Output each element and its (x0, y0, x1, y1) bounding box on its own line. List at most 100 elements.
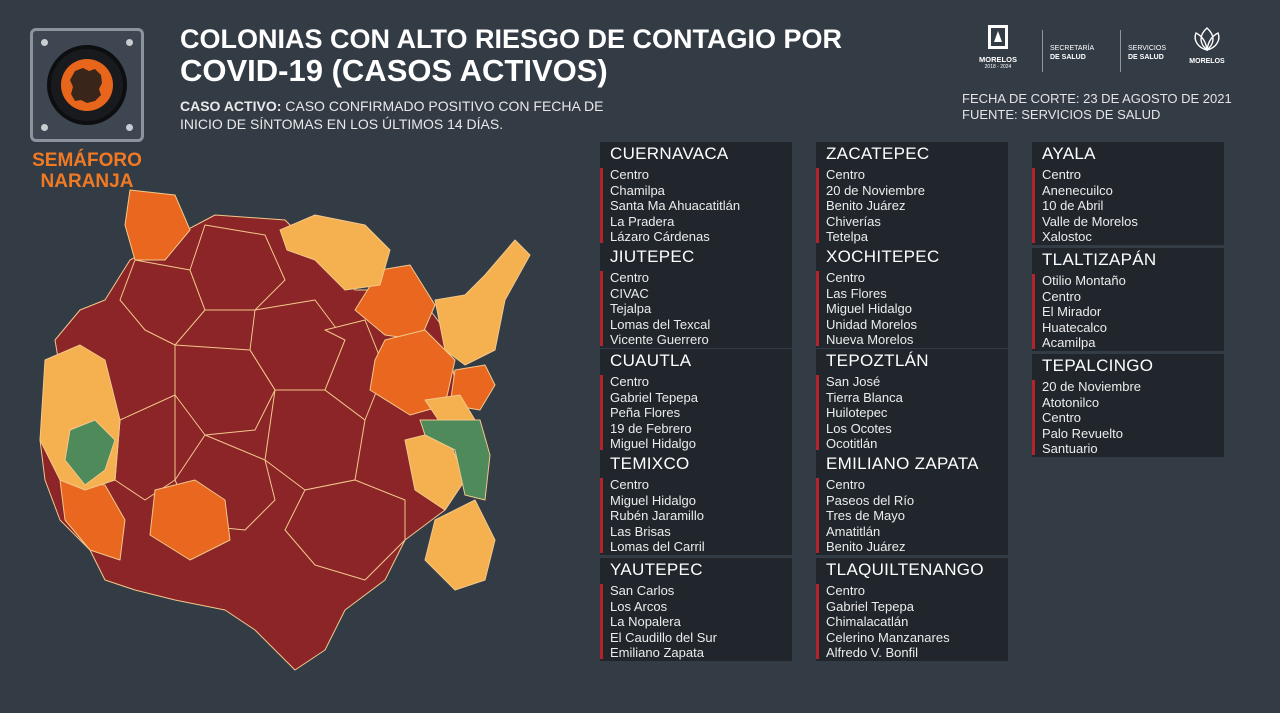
morelos-silhouette-icon (70, 68, 102, 103)
colonia-item: Centro (610, 374, 650, 389)
semaforo-label: SEMÁFORO NARANJA (22, 150, 152, 192)
map-region-green (419, 419, 491, 501)
semaforo-line2: NARANJA (40, 171, 134, 192)
cutoff-date: FECHA DE CORTE: 23 DE AGOSTO DE 2021 (962, 91, 1232, 106)
morelos-shield-icon (988, 25, 1008, 49)
colonias-list: Centro Gabriel Tepepa Peña Flores 19 de … (600, 373, 792, 452)
municipio-card-temixco: TEMIXCO Centro Miguel Hidalgo Rubén Jara… (600, 452, 792, 555)
municipio-card-tlaltizapan: TLALTIZAPÁN Otilio Montaño Centro El Mir… (1032, 248, 1224, 351)
colonia-item: Lázaro Cárdenas (610, 229, 710, 245)
colonias-list: Centro Chamilpa Santa Ma Ahuacatitlán La… (600, 166, 792, 245)
colonia-item: Atotonilco (1042, 394, 1100, 410)
colonias-list: 20 de Noviembre Atotonilco Centro Palo R… (1032, 378, 1224, 457)
municipio-name: TLALTIZAPÁN (1042, 250, 1157, 269)
colonia-item: Otilio Montaño (1042, 273, 1126, 288)
colonia-item: Nueva Morelos (826, 332, 914, 348)
colonia-item: Centro (610, 270, 650, 285)
morelos-map (39, 189, 531, 671)
accent-bar (816, 478, 819, 553)
accent-bar (600, 478, 603, 553)
colonia-item: 19 de Febrero (610, 420, 692, 436)
municipio-card-cuautla: CUAUTLA Centro Gabriel Tepepa Peña Flore… (600, 349, 792, 452)
colonia-item: Miguel Hidalgo (826, 301, 912, 317)
definition-line1: CASO CONFIRMADO POSITIVO CON FECHA DE (281, 98, 604, 114)
colonia-item: La Nopalera (610, 614, 681, 630)
colonia-item: Centro (610, 167, 650, 182)
colonia-item: Xalostoc (1042, 229, 1092, 245)
municipio-card-xochitepec: XOCHITEPEC Centro Las Flores Miguel Hida… (816, 245, 1008, 348)
municipio-card-yautepec: YAUTEPEC San Carlos Los Arcos La Nopaler… (600, 558, 792, 661)
map-region-orange (59, 479, 126, 561)
municipio-card-cuernavaca: CUERNAVACA Centro Chamilpa Santa Ma Ahua… (600, 142, 792, 245)
colonia-item: El Caudillo del Sur (610, 629, 717, 645)
colonia-item: Los Arcos (610, 598, 668, 614)
colonia-item: Chimalacatlán (826, 614, 909, 630)
municipio-name: CUERNAVACA (610, 144, 729, 163)
morelos-flower-logo: MORELOS (1186, 24, 1228, 66)
colonias-list: San Carlos Los Arcos La Nopalera El Caud… (600, 582, 792, 661)
screw-icon (41, 39, 48, 46)
municipio-card-zacatepec: ZACATEPEC Centro 20 de Noviembre Benito … (816, 142, 1008, 245)
colonia-item: Anenecuilco (1042, 182, 1113, 198)
colonia-item: Vicente Guerrero (610, 332, 709, 348)
title-line1: COLONIAS CON ALTO RIESGO DE CONTAGIO POR (180, 24, 843, 54)
colonia-item: Emiliano Zapata (610, 645, 704, 661)
municipio-name: TEPALCINGO (1042, 356, 1154, 375)
municipio-card-jiutepec: JIUTEPEC Centro CIVAC Tejalpa Lomas del … (600, 245, 792, 348)
colonia-item: Miguel Hidalgo (610, 436, 696, 452)
map-region-orange (124, 189, 191, 261)
colonia-item: Amatitlán (826, 523, 881, 539)
accent-bar (1032, 380, 1035, 455)
colonia-item: Paseos del Río (826, 492, 915, 508)
colonias-list: Centro Paseos del Río Tres de Mayo Amati… (816, 476, 1008, 555)
colonias-list: Centro CIVAC Tejalpa Lomas del Texcal Vi… (600, 269, 792, 348)
morelos-logo: MORELOS 2018 - 2024 (972, 24, 1024, 70)
definition-text: CASO ACTIVO: CASO CONFIRMADO POSITIVO CO… (180, 97, 680, 133)
colonia-item: San José (826, 374, 881, 389)
colonia-item: Centro (1042, 288, 1082, 304)
colonia-item: Celerino Manzanares (826, 629, 950, 645)
colonia-item: Centro (826, 270, 866, 285)
accent-bar (816, 271, 819, 346)
colonia-item: Tejalpa (610, 301, 652, 317)
title-line2: COVID-19 (CASOS ACTIVOS) (180, 53, 608, 88)
colonias-list: San José Tierra Blanca Huilotepec Los Oc… (816, 373, 1008, 452)
colonia-item: Lomas del Carril (610, 539, 705, 555)
colonia-item: Alfredo V. Bonfil (826, 645, 919, 661)
municipio-name: TLAQUILTENANGO (826, 560, 984, 579)
colonia-item: Acamilpa (1042, 335, 1096, 351)
map-region-orange (369, 329, 456, 416)
logo-divider (1120, 30, 1121, 72)
accent-bar (816, 375, 819, 450)
page-title: COLONIAS CON ALTO RIESGO DE CONTAGIO POR… (180, 24, 842, 88)
accent-bar (816, 168, 819, 243)
colonia-item: Rubén Jaramillo (610, 508, 704, 524)
municipio-card-emiliano-zapata: EMILIANO ZAPATA Centro Paseos del Río Tr… (816, 452, 1008, 555)
accent-bar (816, 584, 819, 659)
colonia-item: Miguel Hidalgo (610, 492, 696, 508)
colonia-item: Centro (1042, 410, 1082, 426)
colonia-item: La Pradera (610, 213, 675, 229)
colonia-item: Benito Juárez (826, 539, 906, 555)
colonia-item: Chamilpa (610, 182, 665, 198)
colonia-item: Centro (1042, 167, 1082, 182)
colonia-item: Benito Juárez (826, 198, 906, 214)
municipio-name: AYALA (1042, 144, 1096, 163)
municipio-name: XOCHITEPEC (826, 247, 940, 266)
colonia-item: 20 de Noviembre (826, 182, 925, 198)
colonia-item: Tierra Blanca (826, 389, 903, 405)
screw-icon (126, 39, 133, 46)
colonia-item: Santuario (1042, 441, 1098, 457)
definition-label: CASO ACTIVO: (180, 98, 282, 114)
secretaria-logo: SECRETARÍA DE SALUD (1050, 44, 1094, 62)
colonia-item: Ocotitlán (826, 436, 878, 452)
municipio-name: EMILIANO ZAPATA (826, 454, 979, 473)
logo-divider (1042, 30, 1043, 72)
definition-line2: INICIO DE SÍNTOMAS EN LOS ÚLTIMOS 14 DÍA… (180, 116, 504, 132)
colonia-item: Tres de Mayo (826, 508, 905, 524)
map-region-yellow (424, 499, 496, 591)
colonia-item: Los Ocotes (826, 420, 892, 436)
colonia-item: 10 de Abril (1042, 198, 1104, 214)
servicios-line1: SERVICIOS (1128, 45, 1166, 52)
colonia-item: Centro (826, 167, 866, 182)
